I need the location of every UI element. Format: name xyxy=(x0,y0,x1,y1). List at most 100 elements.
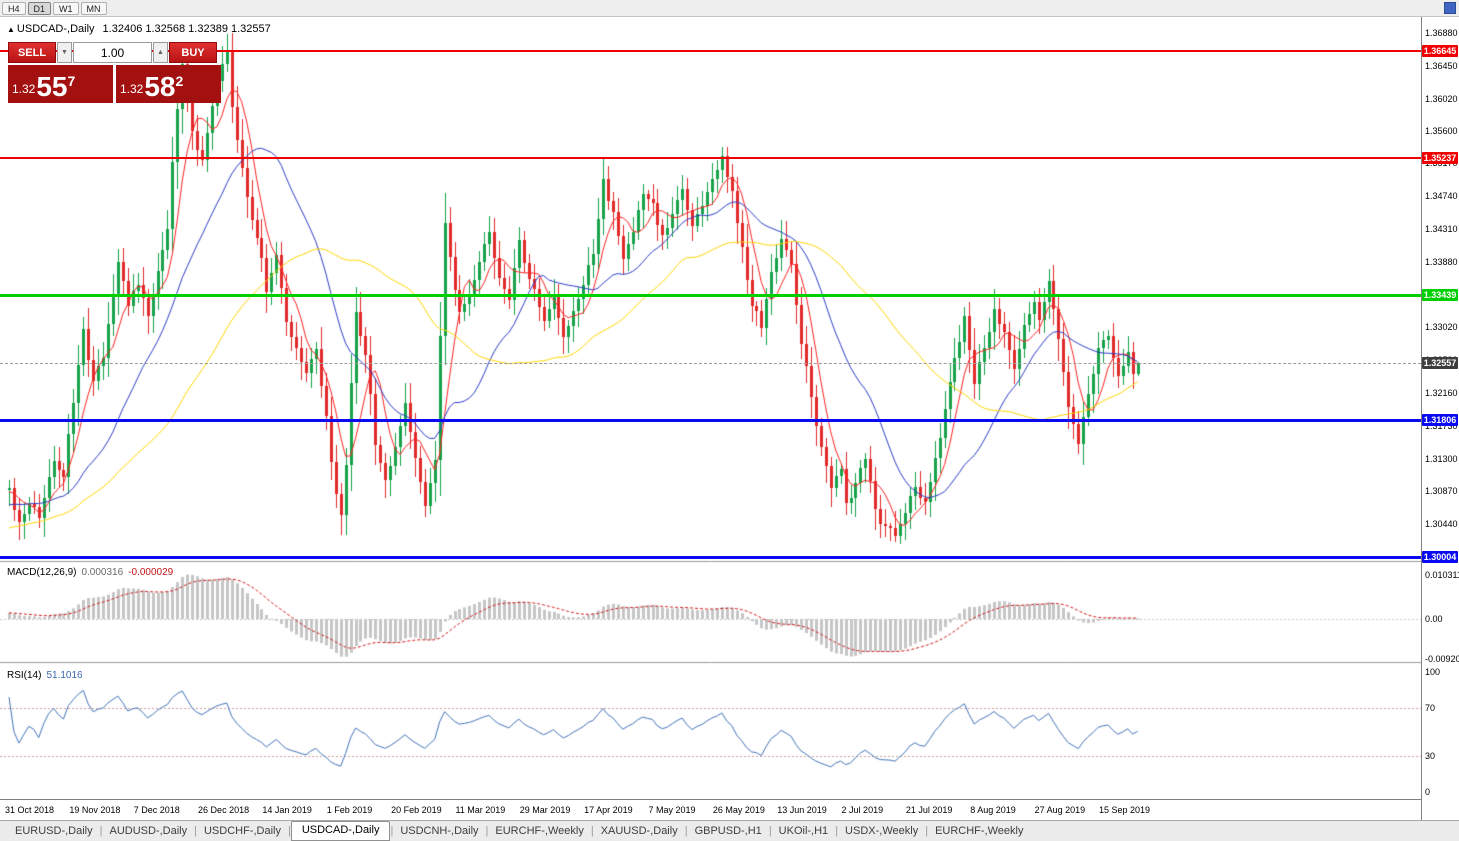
tab-separator: | xyxy=(684,825,688,837)
price-level-badge-1.33439: 1.33439 xyxy=(1422,289,1458,301)
timeframe-button-w1[interactable]: W1 xyxy=(53,1,79,15)
chart-tab-bar: EURUSD-,Daily | AUDUSD-,Daily | USDCHF-,Dail… xyxy=(0,820,1459,841)
price-axis[interactable]: 1.368801.364501.360201.356001.351701.347… xyxy=(1421,17,1459,820)
bid-big-digits: 55 xyxy=(36,71,68,102)
rsi-axis-label: 30 xyxy=(1425,751,1436,761)
tab-separator: | xyxy=(768,825,772,837)
timeframe-button-h4[interactable]: H4 xyxy=(2,1,26,15)
chart-canvas[interactable] xyxy=(0,17,1421,799)
chart-tab-eurusd-daily[interactable]: EURUSD-,Daily xyxy=(15,825,93,837)
horizontal-line-1.36645[interactable] xyxy=(0,50,1421,52)
date-axis-label: 21 Jul 2019 xyxy=(905,805,953,815)
current-price-line xyxy=(0,363,1421,364)
tab-separator: | xyxy=(287,825,291,837)
price-level-badge-1.35237: 1.35237 xyxy=(1422,152,1458,164)
timeframe-toolbar: H4 D1 W1 MN xyxy=(0,0,1459,17)
price-axis-label: 1.32160 xyxy=(1425,388,1458,398)
price-axis-label: 1.33880 xyxy=(1425,256,1458,267)
tab-separator: | xyxy=(194,825,197,837)
bid-prefix: 1.32 xyxy=(12,82,36,96)
chart-tab-eurchf-weekly[interactable]: EURCHF-,Weekly xyxy=(935,825,1024,837)
sell-button[interactable]: SELL xyxy=(8,42,56,63)
rsi-name: RSI(14) xyxy=(7,670,42,681)
date-axis-label: 8 Aug 2019 xyxy=(970,805,1016,815)
chart-title: ▲ USDCAD-,Daily 1.32406 1.32568 1.32389 1.… xyxy=(7,23,271,35)
chart-symbol-label: USDCAD-,Daily xyxy=(16,23,95,35)
price-axis-label: 1.34310 xyxy=(1425,224,1458,235)
date-axis-label: 19 Nov 2018 xyxy=(69,805,121,815)
date-axis-label: 2 Jul 2019 xyxy=(841,805,884,815)
date-axis-label: 27 Aug 2019 xyxy=(1034,805,1086,815)
timeframe-button-d1[interactable]: D1 xyxy=(27,1,52,15)
macd-name: MACD(12,26,9) xyxy=(7,567,77,578)
window-corner-button[interactable] xyxy=(1444,2,1456,14)
one-click-trading-panel: SELL ▼ ▲ BUY 1.32 55 7 1.32 58 2 xyxy=(8,42,221,103)
current-price-badge: 1.32557 xyxy=(1422,357,1458,369)
buy-button[interactable]: BUY xyxy=(169,42,217,63)
price-axis-label: 1.31300 xyxy=(1425,453,1458,464)
chart-tab-audusd-daily[interactable]: AUDUSD-,Daily xyxy=(109,825,188,837)
chart-tab-usdcnh-daily[interactable]: USDCNH-,Daily xyxy=(400,825,479,837)
bid-price-display[interactable]: 1.32 55 7 xyxy=(8,65,113,103)
date-axis-label: 29 Mar 2019 xyxy=(519,805,571,815)
rsi-axis-label: 70 xyxy=(1425,703,1436,713)
price-axis-label: 1.30870 xyxy=(1425,486,1458,497)
ask-prefix: 1.32 xyxy=(120,82,144,96)
date-axis-label: 15 Sep 2019 xyxy=(1098,805,1150,815)
ask-pipette-digit: 2 xyxy=(175,73,184,89)
chart-ohlc-values: 1.32406 1.32568 1.32389 1.32557 xyxy=(102,23,271,35)
chart-tab-ukoil-h1[interactable]: UKOil-,H1 xyxy=(778,825,829,837)
date-axis-label: 14 Jan 2019 xyxy=(262,805,312,815)
date-axis-label: 1 Feb 2019 xyxy=(326,805,373,815)
horizontal-line-1.30004[interactable] xyxy=(0,556,1421,559)
date-axis-label: 7 Dec 2018 xyxy=(133,805,180,815)
chart-window: ▲ USDCAD-,Daily 1.32406 1.32568 1.32389 1.… xyxy=(0,17,1459,820)
horizontal-line-1.33439[interactable] xyxy=(0,294,1421,297)
price-axis-label: 1.33020 xyxy=(1425,322,1458,333)
price-axis-label: 1.36450 xyxy=(1425,60,1458,71)
chart-tab-xauusd-daily[interactable]: XAUUSD-,Daily xyxy=(600,825,678,837)
rsi-indicator-label: RSI(14) 51.1016 xyxy=(7,670,88,681)
tab-separator: | xyxy=(390,825,394,837)
chart-tab-eurchf-weekly[interactable]: EURCHF-,Weekly xyxy=(495,825,584,837)
tab-separator: | xyxy=(925,825,929,837)
tab-separator: | xyxy=(590,825,594,837)
price-level-badge-1.31806: 1.31806 xyxy=(1422,414,1458,426)
ask-big-digits: 58 xyxy=(144,71,176,102)
date-axis-label: 26 May 2019 xyxy=(712,805,765,815)
macd-signal-value: -0.000029 xyxy=(128,567,174,578)
volume-input[interactable] xyxy=(73,42,152,63)
volume-decrease-button[interactable]: ▼ xyxy=(57,42,72,63)
chart-tab-gbpusd-h1[interactable]: GBPUSD-,H1 xyxy=(694,825,762,837)
chevron-down-icon: ▼ xyxy=(61,49,68,56)
chart-tab-usdx-weekly[interactable]: USDX-,Weekly xyxy=(845,825,919,837)
tab-separator: | xyxy=(99,825,103,837)
price-axis-label: 1.34740 xyxy=(1425,191,1458,202)
rsi-value: 51.1016 xyxy=(46,670,83,681)
chart-tab-usdcad-daily[interactable]: USDCAD-,Daily xyxy=(290,821,391,841)
price-axis-label: 1.35600 xyxy=(1425,125,1458,136)
bid-pipette-digit: 7 xyxy=(67,73,76,89)
horizontal-line-1.31806[interactable] xyxy=(0,419,1421,422)
date-axis-label: 11 Mar 2019 xyxy=(455,805,506,815)
timeframe-button-mn[interactable]: MN xyxy=(80,1,107,15)
ask-price-display[interactable]: 1.32 58 2 xyxy=(116,65,221,103)
tab-separator: | xyxy=(485,825,489,837)
horizontal-line-1.35237[interactable] xyxy=(0,157,1421,159)
collapse-arrow-icon[interactable]: ▲ xyxy=(7,25,15,34)
date-axis[interactable]: 31 Oct 2018 19 Nov 2018 7 Dec 2018 26 Dec 2… xyxy=(0,799,1421,820)
price-level-badge-1.36645: 1.36645 xyxy=(1422,45,1458,57)
chart-tab-usdchf-daily[interactable]: USDCHF-,Daily xyxy=(203,825,281,837)
date-axis-label: 31 Oct 2018 xyxy=(5,805,55,815)
date-axis-label: 7 May 2019 xyxy=(648,805,696,815)
rsi-axis-label: 100 xyxy=(1425,667,1441,677)
volume-increase-button[interactable]: ▲ xyxy=(153,42,168,63)
macd-axis-label: 0.010311 xyxy=(1425,569,1459,580)
macd-axis-label: -0.00920 xyxy=(1425,653,1459,664)
price-axis-label: 1.30440 xyxy=(1425,519,1458,530)
macd-axis-label: 0.00 xyxy=(1425,614,1443,624)
date-axis-label: 17 Apr 2019 xyxy=(584,805,633,815)
macd-main-value: 0.000316 xyxy=(81,567,124,578)
timeframe-buttons: H4 D1 W1 MN xyxy=(2,1,109,15)
macd-indicator-label: MACD(12,26,9) 0.000316 -0.000029 xyxy=(7,567,178,578)
